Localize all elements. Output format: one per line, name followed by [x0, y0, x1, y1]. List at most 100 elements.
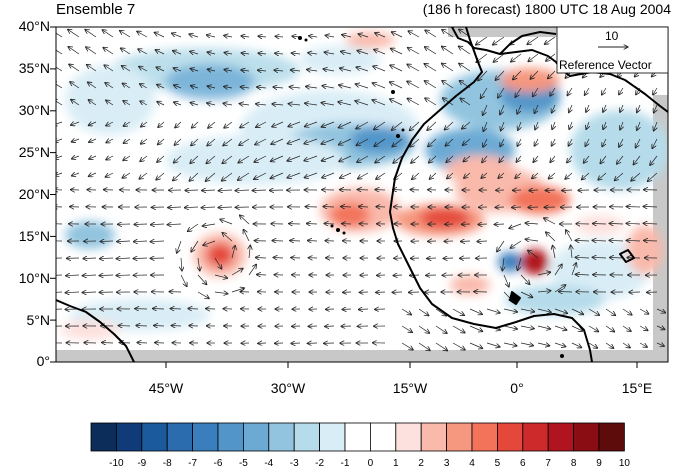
wind-vector	[424, 64, 437, 72]
x-tick-label: 45°W	[148, 380, 184, 396]
wind-vector	[133, 258, 148, 259]
colorbar-swatch	[420, 422, 448, 452]
wind-vector	[656, 308, 666, 313]
wind-vector	[241, 53, 250, 54]
wind-vector	[214, 257, 222, 269]
colorbar-swatch	[446, 422, 473, 452]
wind-vector	[119, 343, 131, 344]
y-tick-label: 30°N	[18, 102, 50, 118]
wind-vector	[443, 258, 454, 259]
wind-vector	[441, 63, 454, 72]
wind-vector	[620, 121, 623, 130]
wind-vector	[500, 138, 505, 147]
wind-vector	[567, 87, 573, 96]
colorbar-swatch	[547, 422, 575, 452]
wind-vector	[287, 138, 301, 144]
wind-vector	[444, 121, 454, 130]
wind-vector	[173, 172, 182, 181]
wind-vector	[322, 86, 335, 88]
wind-vector	[305, 103, 318, 105]
wind-vector	[503, 274, 509, 287]
colorbar-swatch	[293, 422, 321, 452]
wind-vector	[187, 223, 199, 232]
wind-vector	[373, 66, 386, 72]
wind-vector	[275, 36, 284, 37]
wind-vector	[271, 138, 284, 144]
wind-vector	[82, 275, 97, 276]
colorbar-label: -6	[213, 458, 223, 469]
wind-vector	[85, 29, 97, 38]
wind-vector	[120, 48, 131, 55]
wind-vector	[290, 241, 301, 242]
wind-vector	[600, 155, 607, 164]
wind-vector	[583, 155, 590, 163]
wind-vector	[177, 240, 182, 253]
wind-vector	[252, 190, 267, 191]
colorbar-label: 8	[570, 458, 577, 469]
wind-vector	[605, 325, 615, 332]
wind-vector	[452, 325, 465, 333]
wind-vector	[324, 224, 335, 225]
wind-vector	[550, 155, 556, 163]
wind-vector	[469, 308, 482, 314]
wind-vector	[243, 229, 250, 242]
wind-vector	[106, 156, 114, 160]
wind-vector	[218, 190, 233, 191]
wind-vector	[571, 308, 584, 315]
wind-vector	[356, 138, 369, 146]
y-tick-label: 25°N	[18, 144, 50, 160]
wind-vector	[235, 190, 250, 191]
wind-vector	[429, 155, 437, 163]
wind-vector	[168, 207, 182, 208]
wind-vector	[495, 70, 505, 80]
wind-vector	[633, 155, 641, 165]
wind-vector	[102, 30, 114, 38]
colorbar-swatch	[522, 422, 549, 452]
wind-vector	[372, 83, 386, 89]
wind-vector	[83, 258, 97, 259]
reference-vector-label: Reference Vector	[559, 58, 652, 72]
wind-vector	[452, 342, 465, 350]
colorbar-swatch	[141, 422, 168, 452]
wind-vector	[306, 224, 318, 225]
wind-vector	[602, 87, 607, 95]
wind-vector	[56, 122, 63, 125]
wind-vector	[376, 292, 386, 293]
wind-vector	[653, 87, 658, 95]
colorbar-swatch	[573, 422, 600, 452]
wind-vector	[605, 342, 614, 348]
colorbar-label: -9	[137, 458, 147, 469]
wind-vector	[218, 207, 233, 208]
y-tick-label: 10°N	[18, 270, 50, 286]
wind-vector	[358, 207, 369, 208]
wind-vector	[435, 325, 447, 333]
wind-vector	[338, 138, 352, 145]
wind-vector	[157, 102, 165, 106]
wind-vector	[321, 103, 335, 105]
wind-vector	[520, 274, 530, 285]
wind-vector	[429, 172, 437, 179]
wind-vector	[558, 292, 573, 293]
wind-vector	[534, 138, 538, 146]
wind-vector	[272, 104, 284, 105]
wind-vector	[407, 48, 420, 55]
wind-vector	[528, 207, 539, 208]
wind-vector	[647, 172, 658, 182]
colorbar-label: 3	[443, 458, 450, 469]
wind-vector	[569, 121, 572, 130]
wind-vector	[224, 87, 233, 89]
wind-vector	[116, 258, 131, 259]
wind-vector	[635, 138, 641, 148]
wind-vector	[568, 138, 572, 146]
wind-vector	[118, 326, 131, 327]
wind-vector	[375, 155, 386, 163]
wind-vector	[214, 274, 228, 278]
wind-vector	[447, 172, 454, 179]
wind-vector	[69, 64, 80, 72]
wind-vector	[321, 155, 335, 161]
coastlines	[56, 27, 668, 362]
wind-vector	[257, 70, 267, 71]
y-tick-label: 20°N	[18, 186, 50, 202]
wind-vector	[534, 104, 538, 114]
wind-vector	[482, 155, 488, 163]
